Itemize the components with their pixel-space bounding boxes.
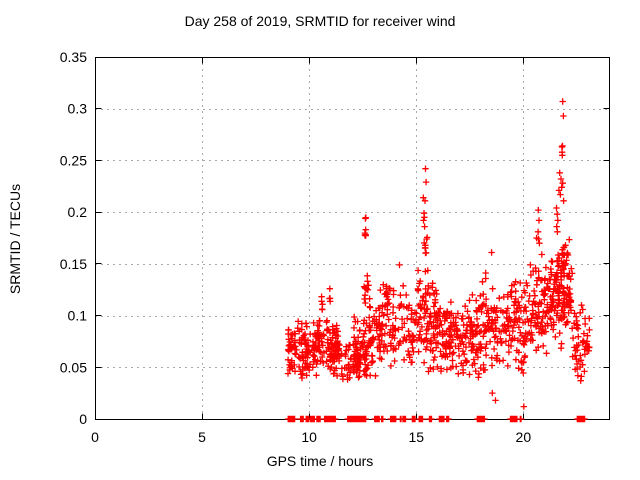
- x-tick-label: 10: [301, 429, 317, 445]
- x-tick-label: 5: [198, 429, 206, 445]
- x-tick-label: 0: [91, 429, 99, 445]
- x-axis-label: GPS time / hours: [266, 453, 374, 469]
- x-tick-label: 15: [408, 429, 424, 445]
- scatter-points: [284, 98, 593, 423]
- chart-title: Day 258 of 2019, SRMTID for receiver win…: [184, 13, 456, 29]
- y-tick-label: 0.05: [60, 359, 87, 375]
- y-tick-label: 0.3: [68, 101, 88, 117]
- y-tick-label: 0: [79, 411, 87, 427]
- x-tick-label: 20: [516, 429, 532, 445]
- y-tick-label: 0.25: [60, 152, 87, 168]
- y-tick-label: 0.15: [60, 256, 87, 272]
- y-tick-label: 0.1: [68, 308, 88, 324]
- y-tick-label: 0.2: [68, 204, 88, 220]
- y-tick-label: 0.35: [60, 49, 87, 65]
